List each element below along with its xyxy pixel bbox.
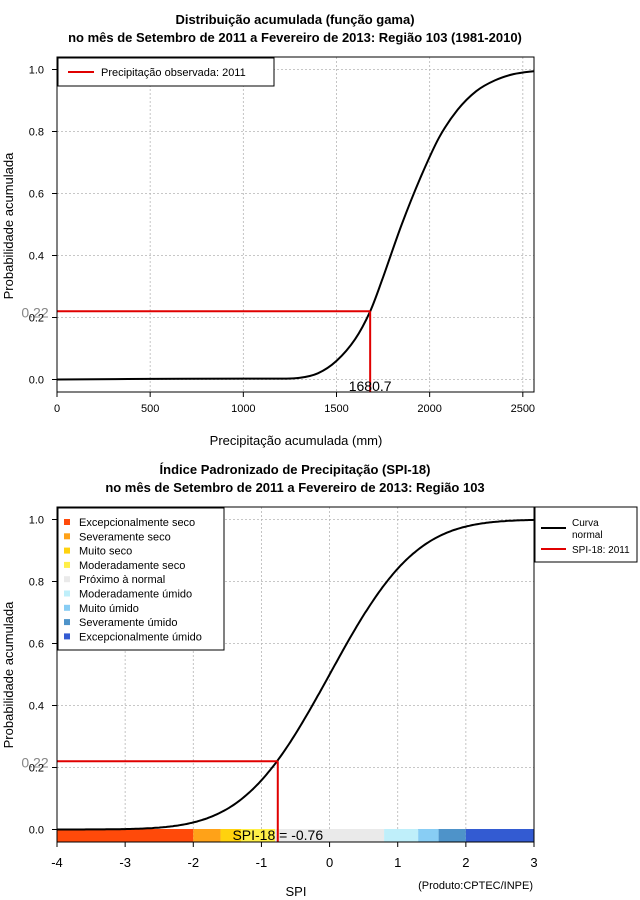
chart-bottom-legend-label-normal: Curva normal <box>572 518 603 541</box>
chart-bottom-category-band <box>193 829 221 842</box>
chart-bottom-category-band <box>384 829 419 842</box>
chart-bottom-legend-item: Severamente úmido <box>79 617 177 629</box>
chart-bottom-legend-item: Excepcionalmente seco <box>79 517 195 529</box>
chart-top-marker-x-label: 1680.7 <box>349 378 392 394</box>
chart-bottom-ylabel: Probabilidade acumulada <box>1 601 16 748</box>
chart-bottom-tick-label-x: 2 <box>462 855 469 870</box>
chart-top-legend-label: Precipitação observada: 2011 <box>101 67 246 79</box>
chart-top-curve-layer <box>56 70 535 381</box>
chart-bottom-legend-swatch <box>64 604 70 611</box>
chart-bottom-legend-swatch <box>64 633 70 640</box>
chart-bottom-tick-label-y: 0.6 <box>29 639 44 651</box>
chart-bottom-legend-item: Muito seco <box>79 546 132 558</box>
chart-top-title: Distribuição acumulada (função gama) <box>175 12 414 27</box>
chart-top-legend: Precipitação observada: 2011 <box>57 57 275 87</box>
chart-bottom-category-legend-box <box>57 507 225 651</box>
chart-top-tick-label-y: 0.0 <box>29 375 44 387</box>
chart-bottom-legend-swatch <box>64 533 70 540</box>
chart-top-tick-label-x: 500 <box>141 403 159 415</box>
chart-top-tick-label-x: 2000 <box>417 403 441 415</box>
chart-bottom-tick-label-x: -2 <box>188 855 200 870</box>
chart-bottom-legend-swatch <box>64 519 70 525</box>
chart-top: Distribuição acumulada (função gama) no … <box>1 12 535 448</box>
chart-bottom-right-legend: Curva normal SPI-18: 2011 <box>534 506 638 563</box>
chart-bottom-category-band <box>465 829 534 842</box>
chart-top-tick-label-x: 1500 <box>324 403 348 415</box>
chart-bottom-legend-item: Muito úmido <box>79 603 139 615</box>
chart-bottom-legend-swatch <box>64 619 70 626</box>
chart-bottom-xlabel: SPI <box>286 884 307 899</box>
chart-top-tick-label-y: 0.4 <box>29 251 44 263</box>
chart-top-ylabel: Probabilidade acumulada <box>1 152 16 299</box>
chart-bottom-legend-swatch <box>64 576 70 583</box>
chart-bottom-marker-y-label: 0.22 <box>21 754 48 770</box>
chart-bottom-tick-label-x: 0 <box>326 855 333 870</box>
chart-top-subtitle: no mês de Setembro de 2011 a Fevereiro d… <box>68 30 522 45</box>
chart-bottom-category-bar <box>57 829 534 842</box>
chart-bottom-tick-label-y: 0.4 <box>29 701 44 713</box>
chart-bottom-legend-swatch <box>64 590 70 597</box>
chart-bottom-title: Índice Padronizado de Precipitação (SPI-… <box>160 462 431 477</box>
chart-bottom: Índice Padronizado de Precipitação (SPI-… <box>1 462 638 899</box>
chart-bottom-curve-layer <box>57 518 535 831</box>
chart-bottom-category-band <box>275 829 385 842</box>
chart-bottom-tick-label-x: -1 <box>256 855 268 870</box>
chart-bottom-legend-swatch <box>64 561 70 568</box>
chart-top-plot-frame <box>56 56 535 393</box>
chart-top-tick-label-x: 0 <box>54 403 60 415</box>
chart-top-tick-label-y: 0.2 <box>29 313 44 325</box>
chart-bottom-category-legend: Excepcionalmente seco Severamente seco Mui… <box>57 507 225 651</box>
chart-bottom-legend-item: Severamente seco <box>79 531 171 543</box>
chart-bottom-plot-frame <box>56 506 535 843</box>
chart-top-series-gamma <box>56 70 535 381</box>
chart-bottom-legend-swatch <box>64 547 70 554</box>
chart-bottom-category-band <box>57 829 194 842</box>
chart-bottom-subtitle: no mês de Setembro de 2011 a Fevereiro d… <box>105 480 484 495</box>
chart-bottom-legend-item: Excepcionalmente úmido <box>79 631 202 643</box>
chart-top-tick-label-y: 0.8 <box>29 127 44 139</box>
chart-bottom-tick-label-x: 3 <box>530 855 537 870</box>
chart-top-tick-label-x: 2500 <box>511 403 535 415</box>
chart-bottom-category-band <box>438 829 466 842</box>
chart-bottom-tick-label-y: 0.0 <box>29 825 44 837</box>
chart-bottom-tick-label-x: 1 <box>394 855 401 870</box>
chart-bottom-legend-label-spi: SPI-18: 2011 <box>572 545 630 556</box>
chart-bottom-category-band <box>418 829 439 842</box>
chart-bottom-category-band <box>240 829 276 842</box>
chart-top-xlabel: Precipitação acumulada (mm) <box>210 433 383 448</box>
chart-bottom-series-normal <box>57 518 535 831</box>
chart-bottom-legend-item: Moderadamente úmido <box>79 589 192 601</box>
chart-bottom-legend-item: Próximo à normal <box>79 574 165 586</box>
chart-bottom-category-band <box>220 829 241 842</box>
chart-top-marker-layer: 1680.7 0.22 <box>21 304 391 394</box>
chart-bottom-ticks: -4 -3 -2 -1 0 1 2 3 0.0 0.2 0.4 0.6 0.8 1.0 <box>29 515 538 871</box>
chart-top-tick-label-y: 0.6 <box>29 189 44 201</box>
chart-bottom-tick-label-y: 1.0 <box>29 515 44 527</box>
chart-bottom-right-legend-box <box>534 506 638 563</box>
chart-bottom-marker-label: SPI-18 = -0.76 <box>232 827 323 843</box>
chart-footer: (Produto:CPTEC/INPE) <box>418 880 533 892</box>
chart-top-grid <box>56 57 534 392</box>
chart-bottom-tick-label-y: 0.8 <box>29 577 44 589</box>
chart-top-marker-y-label: 0.22 <box>21 304 48 320</box>
chart-bottom-marker-layer: SPI-18 = -0.76 0.22 <box>21 754 323 843</box>
chart-bottom-tick-label-x: -3 <box>119 855 131 870</box>
chart-bottom-tick-label-y: 0.2 <box>29 763 44 775</box>
chart-top-ticks: 0 500 1000 1500 2000 2500 0.0 0.2 0.4 0.6 0.8 1.0 <box>29 65 535 416</box>
chart-bottom-legend-item: Moderadamente seco <box>79 560 185 572</box>
chart-bottom-tick-label-x: -4 <box>51 855 63 870</box>
chart-top-tick-label-y: 1.0 <box>29 65 44 77</box>
chart-top-tick-label-x: 1000 <box>231 403 255 415</box>
